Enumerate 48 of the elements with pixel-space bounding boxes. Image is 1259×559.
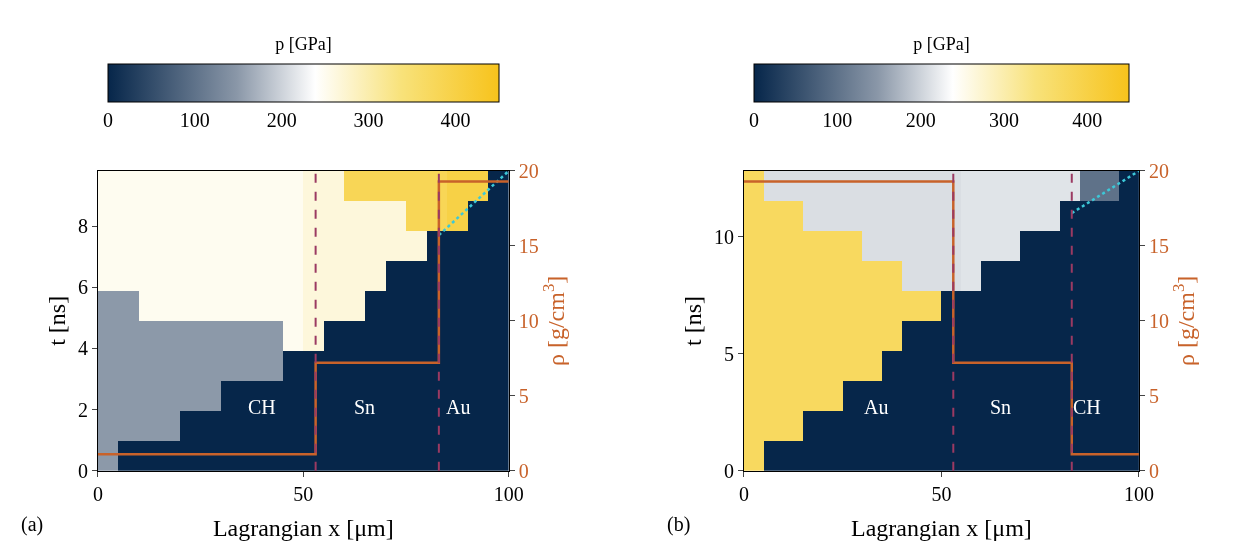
color-bar-label: 200 bbox=[266, 109, 297, 131]
y-axis-title: t [ns] bbox=[680, 295, 707, 346]
color-bar-label: 400 bbox=[1072, 109, 1103, 131]
y-tick-label: 2 bbox=[77, 398, 88, 421]
x-axis-title: Lagrangian x [μm] bbox=[212, 515, 394, 542]
text: (a) bbox=[21, 513, 44, 536]
y-tick-label: 8 bbox=[77, 215, 88, 238]
y-tick-label: 10 bbox=[713, 225, 734, 248]
y-tick-label: 0 bbox=[77, 459, 88, 482]
x-tick-label: 50 bbox=[931, 482, 952, 505]
y2-tick-label: 20 bbox=[518, 159, 539, 182]
color-bar-label: 100 bbox=[179, 109, 210, 131]
y2-tick-label: 15 bbox=[518, 234, 539, 257]
color-bar-label: 100 bbox=[822, 109, 853, 131]
y-tick-label: 5 bbox=[723, 342, 734, 365]
x-tick-label: 50 bbox=[293, 482, 314, 505]
annotation: Au bbox=[446, 396, 471, 418]
x-tick-label: 100 bbox=[1123, 482, 1154, 505]
y2-tick-label: 0 bbox=[1148, 459, 1159, 482]
color-bar-label: 300 bbox=[988, 109, 1019, 131]
color-bar-label: 0 bbox=[748, 109, 759, 131]
color-bar-title: p [GPa] bbox=[913, 34, 970, 55]
y2-tick-label: 10 bbox=[1148, 309, 1169, 332]
x-tick-label: 100 bbox=[493, 482, 524, 505]
color-bar-label: 0 bbox=[102, 109, 113, 131]
y2-tick-label: 10 bbox=[518, 309, 539, 332]
color-bar-label: 400 bbox=[440, 109, 471, 131]
x-tick-label: 0 bbox=[738, 482, 749, 505]
y2-tick-label: 5 bbox=[1148, 384, 1159, 407]
annotation: Sn bbox=[354, 396, 376, 418]
y2-tick-label: 20 bbox=[1148, 159, 1169, 182]
y2-tick-label: 0 bbox=[518, 459, 529, 482]
annotation: CH bbox=[248, 396, 276, 418]
annotation: Sn bbox=[990, 396, 1012, 418]
text: (b) bbox=[667, 513, 691, 536]
color-bar-label: 300 bbox=[353, 109, 384, 131]
y-axis-title: t [ns] bbox=[43, 295, 70, 346]
y-tick-label: 6 bbox=[77, 276, 88, 299]
y2-tick-label: 5 bbox=[518, 384, 529, 407]
annotation: CH bbox=[1073, 396, 1101, 418]
x-axis-title: Lagrangian x [μm] bbox=[851, 515, 1032, 542]
y-tick-label: 0 bbox=[723, 459, 734, 482]
color-bar-label: 200 bbox=[905, 109, 936, 131]
annotation: Au bbox=[864, 396, 889, 418]
y2-tick-label: 15 bbox=[1148, 234, 1169, 257]
x-tick-label: 0 bbox=[92, 482, 103, 505]
color-bar-title: p [GPa] bbox=[275, 34, 332, 55]
y-tick-label: 4 bbox=[77, 337, 88, 360]
